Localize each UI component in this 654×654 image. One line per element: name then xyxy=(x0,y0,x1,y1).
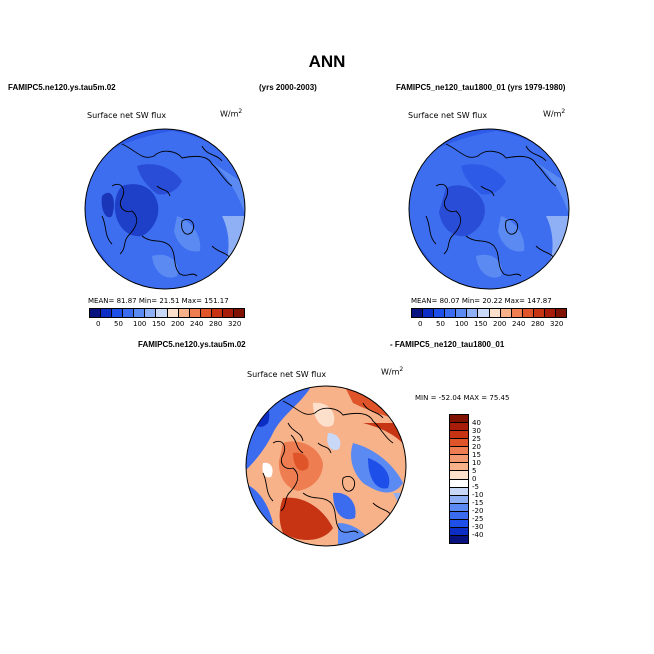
diff-colorbar-cell xyxy=(450,495,468,504)
right-colorbar-cell xyxy=(434,309,446,317)
diff-colorbar-cell xyxy=(450,431,468,440)
right-colorbar-cell xyxy=(467,309,479,317)
left-colorbar xyxy=(89,308,245,318)
left-colorbar-tick: 0 xyxy=(96,320,101,328)
right-colorbar-cell xyxy=(445,309,457,317)
right-colorbar-tick: 240 xyxy=(512,320,526,328)
left-colorbar-cell xyxy=(156,309,168,317)
diff-colorbar xyxy=(449,414,469,544)
right-colorbar-cell xyxy=(423,309,435,317)
diff-colorbar-cell xyxy=(450,439,468,448)
diff-colorbar-cell xyxy=(450,463,468,472)
left-colorbar-tick: 150 xyxy=(152,320,166,328)
left-colorbar-tick: 240 xyxy=(190,320,204,328)
diff-colorbar-tick: -15 xyxy=(472,499,484,507)
diff-colorbar-cell xyxy=(450,527,468,536)
diff-colorbar-tick: -30 xyxy=(472,523,484,531)
diff-colorbar-tick: 5 xyxy=(472,467,477,475)
diff-colorbar-cell xyxy=(450,471,468,480)
right-units: W/m2 xyxy=(543,108,566,119)
diff-colorbar-cell xyxy=(450,415,468,424)
years-header: (yrs 2000-2003) xyxy=(259,83,317,92)
left-colorbar-cell xyxy=(200,309,212,317)
diff-header-right: - FAMIPC5_ne120_tau1800_01 xyxy=(390,340,505,349)
right-polar-map xyxy=(408,128,570,290)
diff-colorbar-cell xyxy=(450,447,468,456)
right-colorbar-cell xyxy=(533,309,545,317)
left-polar-map xyxy=(84,128,246,290)
diff-header-left: FAMIPC5.ne120.ys.tau5m.02 xyxy=(138,340,246,349)
right-colorbar-cell xyxy=(500,309,512,317)
left-colorbar-cell xyxy=(134,309,146,317)
left-colorbar-cell xyxy=(123,309,135,317)
left-colorbar-cell xyxy=(112,309,124,317)
left-colorbar-cell xyxy=(101,309,113,317)
diff-colorbar-tick: -5 xyxy=(472,483,479,491)
left-colorbar-tick: 100 xyxy=(133,320,147,328)
right-colorbar-cell xyxy=(511,309,523,317)
diff-colorbar-tick: 0 xyxy=(472,475,477,483)
diff-colorbar-cell xyxy=(450,511,468,520)
diff-colorbar-tick: -10 xyxy=(472,491,484,499)
right-colorbar-tick: 320 xyxy=(550,320,564,328)
diff-colorbar-cell xyxy=(450,487,468,496)
diff-colorbar-tick: -40 xyxy=(472,531,484,539)
diff-colorbar-cell xyxy=(450,423,468,432)
left-stats: MEAN= 81.87 Min= 21.51 Max= 151.17 xyxy=(88,297,229,305)
left-colorbar-tick: 200 xyxy=(171,320,185,328)
left-field-title: Surface net SW flux xyxy=(87,111,167,120)
diff-colorbar-cell xyxy=(450,455,468,464)
left-units: W/m2 xyxy=(220,108,243,119)
left-case-header: FAMIPC5.ne120.ys.tau5m.02 xyxy=(8,83,116,92)
diff-colorbar-tick: 15 xyxy=(472,451,481,459)
diff-polar-map xyxy=(245,385,407,547)
diff-colorbar-tick: -25 xyxy=(472,515,484,523)
diff-colorbar-cell xyxy=(450,535,468,543)
right-colorbar-cell xyxy=(489,309,501,317)
left-colorbar-tick: 50 xyxy=(114,320,123,328)
right-colorbar-cell xyxy=(522,309,534,317)
diff-colorbar-tick: 40 xyxy=(472,419,481,427)
diff-field-title: Surface net SW flux xyxy=(247,370,327,379)
right-colorbar-cell xyxy=(556,309,567,317)
right-colorbar-tick: 200 xyxy=(493,320,507,328)
diff-colorbar-tick: 25 xyxy=(472,435,481,443)
right-colorbar-cell xyxy=(544,309,557,317)
left-colorbar-cell xyxy=(189,309,201,317)
diff-colorbar-cell xyxy=(450,503,468,512)
diff-colorbar-cell xyxy=(450,519,468,528)
diff-stats: MIN = -52.04 MAX = 75.45 xyxy=(415,394,510,402)
left-colorbar-cell xyxy=(178,309,190,317)
diff-units: W/m2 xyxy=(381,366,404,377)
page-title: ANN xyxy=(308,52,346,71)
right-colorbar-tick: 100 xyxy=(455,320,469,328)
right-case-header: FAMIPC5_ne120_tau1800_01 (yrs 1979-1980) xyxy=(396,83,566,92)
diff-colorbar-tick: -20 xyxy=(472,507,484,515)
left-colorbar-cell xyxy=(211,309,223,317)
left-colorbar-cell xyxy=(234,309,245,317)
right-colorbar-tick: 280 xyxy=(531,320,545,328)
left-colorbar-cell xyxy=(167,309,179,317)
diff-colorbar-tick: 20 xyxy=(472,443,481,451)
left-colorbar-cell xyxy=(90,309,102,317)
left-colorbar-tick: 320 xyxy=(228,320,242,328)
diff-colorbar-tick: 10 xyxy=(472,459,481,467)
right-colorbar-cell xyxy=(456,309,468,317)
left-colorbar-cell xyxy=(145,309,157,317)
left-colorbar-tick: 280 xyxy=(209,320,223,328)
diff-colorbar-cell xyxy=(450,479,468,488)
diff-colorbar-tick: 30 xyxy=(472,427,481,435)
right-stats: MEAN= 80.07 Min= 20.22 Max= 147.87 xyxy=(411,297,552,305)
right-field-title: Surface net SW flux xyxy=(408,111,488,120)
right-colorbar-cell xyxy=(478,309,490,317)
right-colorbar-tick: 0 xyxy=(418,320,423,328)
right-colorbar xyxy=(411,308,567,318)
right-colorbar-tick: 150 xyxy=(474,320,488,328)
right-colorbar-cell xyxy=(412,309,424,317)
right-colorbar-tick: 50 xyxy=(436,320,445,328)
left-colorbar-cell xyxy=(222,309,235,317)
